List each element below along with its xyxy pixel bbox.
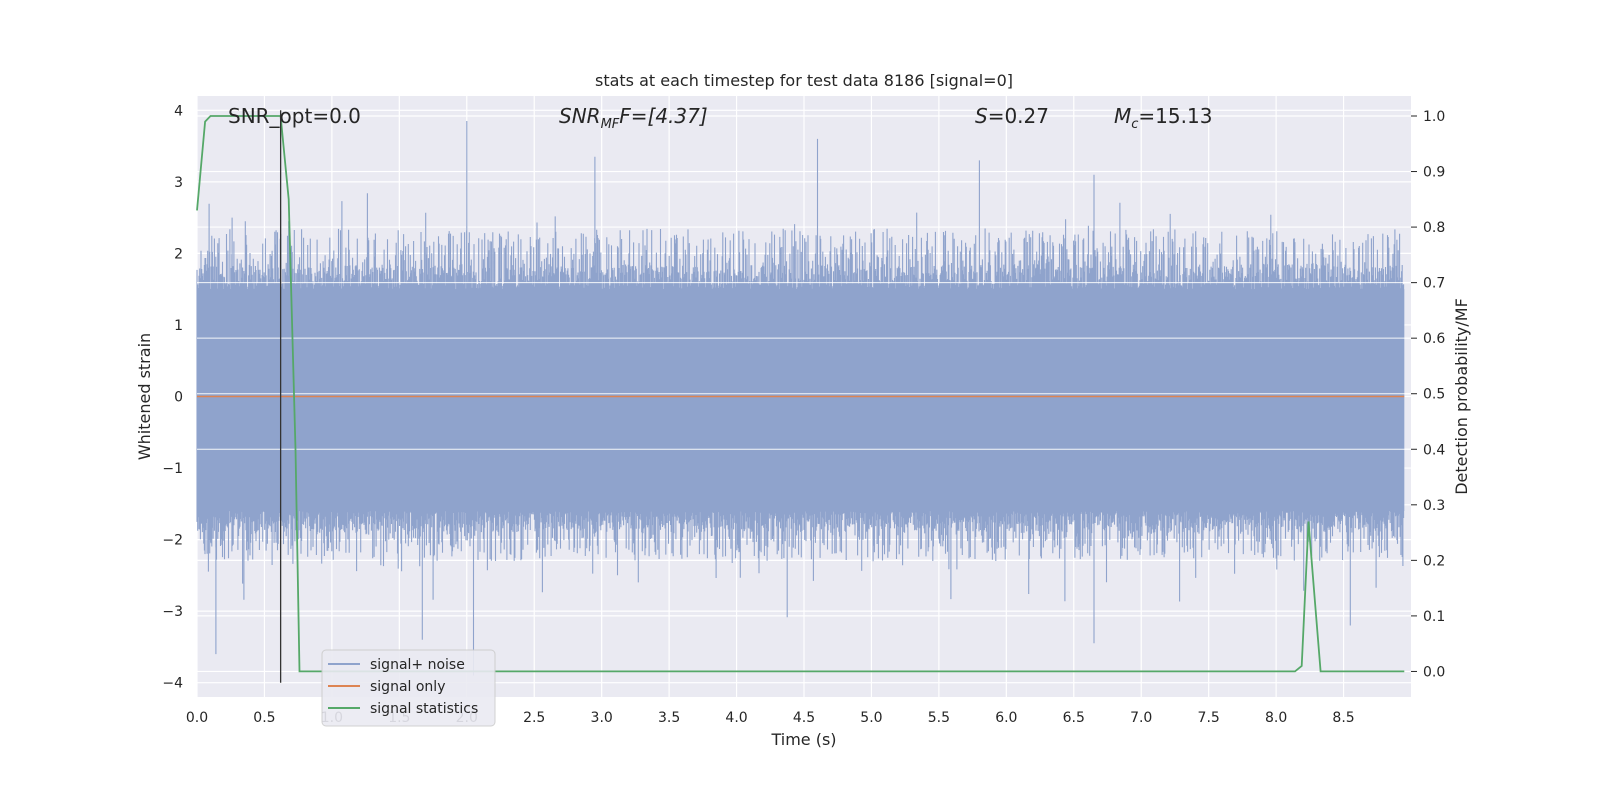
y-tick-label: 2 [174,246,183,262]
y-axis-label: Whitened strain [135,333,154,460]
y2-tick-label: 1.0 [1423,109,1445,125]
x-tick-label: 0.5 [253,710,275,726]
x-tick-label: 8.5 [1332,710,1354,726]
y2-tick-label: 0.1 [1423,609,1445,625]
legend-box [321,649,496,727]
legend-label-signal-noise: signal+ noise [370,657,465,673]
s-annotation: S=0.27 [975,104,1049,128]
y2-tick-label: 0.9 [1423,165,1445,181]
y2-tick-label: 0.3 [1423,498,1445,514]
x-tick-label: 3.0 [591,710,613,726]
y2-tick-label: 0.2 [1423,553,1445,569]
y2-tick-label: 0.4 [1423,442,1445,458]
y-tick-label: −4 [162,676,183,692]
s-label: S [975,104,988,128]
y-tick-label: 1 [174,318,183,334]
y-tick-label: −1 [162,461,183,477]
mc-sub: c [1131,117,1138,132]
x-axis-label: Time (s) [770,730,836,749]
x-tick-label: 2.5 [523,710,545,726]
chart-title: stats at each timestep for test data 818… [595,71,1013,90]
x-tick-label: 0.0 [186,710,208,726]
y-tick-label: 3 [174,175,183,191]
signal-noise-series [196,121,1411,676]
y2-tick-label: 0.5 [1423,387,1445,403]
x-tick-label: 8.0 [1265,710,1287,726]
snr-mf-value: F=[4.37] [619,104,707,128]
x-tick-label: 5.5 [928,710,950,726]
y2-tick-label: 0.8 [1423,220,1445,236]
snr-mf-annotation: SNRMFF=[4.37] [559,104,708,132]
mc-value: =15.13 [1138,104,1212,128]
s-value: =0.27 [988,104,1049,128]
x-tick-label: 5.0 [860,710,882,726]
legend-label-signal-only: signal only [370,679,445,695]
x-tick-label: 7.5 [1198,710,1220,726]
x-tick-label: 4.0 [725,710,747,726]
x-tick-label: 3.5 [658,710,680,726]
snr-mf-base: SNR [559,104,601,128]
legend: signal+ noise signal only signal statist… [321,649,496,727]
mc-base: M [1114,104,1131,128]
y2-tick-label: 0.0 [1423,664,1445,680]
snr-mf-sub: MF [601,117,620,132]
y-tick-label: 4 [174,103,183,119]
signal-statistics-series [196,115,1405,673]
y-tick-label: 0 [174,390,183,406]
x-tick-label: 4.5 [793,710,815,726]
mc-annotation: Mc=15.13 [1114,104,1212,132]
x-tick-label: 7.0 [1130,710,1152,726]
x-tick-label: 6.0 [995,710,1017,726]
signal-statistics-line [196,115,1405,673]
y2-tick-label: 0.6 [1423,331,1445,347]
legend-label-signal-statistics: signal statistics [370,701,478,717]
y-tick-label: −2 [162,533,183,549]
snr-opt-annotation: SNR_opt=0.0 [228,104,361,128]
y-tick-label: −3 [162,604,183,620]
y2-tick-label: 0.7 [1423,276,1445,292]
y2-axis-label: Detection probability/MF [1452,298,1471,495]
x-tick-label: 6.5 [1063,710,1085,726]
